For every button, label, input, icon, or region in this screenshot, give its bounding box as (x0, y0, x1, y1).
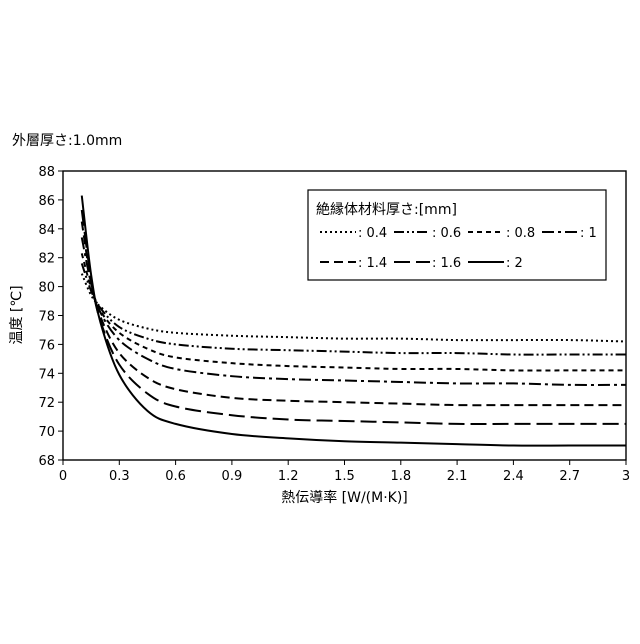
y-tick-label: 80 (38, 281, 55, 296)
y-tick-label: 76 (38, 338, 55, 353)
y-tick-label: 74 (38, 367, 55, 382)
legend: 絶縁体材料厚さ:[mm] : 0.4 : 0.6 : 0.8 : 1 : 1.4 : 1.… (308, 190, 606, 280)
x-tick-label: 0 (59, 469, 67, 484)
x-tick-label: 1.2 (278, 469, 299, 484)
y-tick-label: 84 (38, 223, 55, 238)
x-tick-label: 0.9 (222, 469, 243, 484)
y-tick-label: 70 (38, 425, 55, 440)
legend-label: : 1.4 (358, 256, 387, 271)
x-tick-label: 2.7 (559, 469, 580, 484)
series-line-1 (82, 274, 626, 342)
y-tick-label: 86 (38, 194, 55, 209)
y-tick-label: 68 (38, 454, 55, 469)
legend-label: : 1 (580, 226, 597, 241)
legend-label: : 0.6 (432, 226, 461, 241)
x-tick-label: 2.4 (503, 469, 524, 484)
x-tick-label: 1.5 (334, 469, 355, 484)
y-tick-label: 88 (38, 165, 55, 180)
legend-label: : 0.8 (506, 226, 535, 241)
legend-label: : 1.6 (432, 256, 461, 271)
y-tick-label: 72 (38, 396, 55, 411)
x-axis-label: 熱伝導率 [W/(M·K)] (281, 489, 408, 506)
y-tick-label: 78 (38, 310, 55, 325)
x-tick-label: 0.3 (109, 469, 130, 484)
legend-title: 絶縁体材料厚さ:[mm] (316, 202, 457, 218)
legend-label: : 2 (506, 256, 523, 271)
x-tick-label: 0.6 (165, 469, 186, 484)
y-axis-label: 温度 [℃] (9, 285, 25, 344)
x-tick-label: 1.8 (390, 469, 411, 484)
legend-label: : 0.4 (358, 226, 387, 241)
x-tick-label: 3 (622, 469, 630, 484)
x-tick-label: 2.1 (447, 469, 468, 484)
y-tick-label: 82 (38, 252, 55, 267)
outer-layer-note: 外層厚さ:1.0mm (12, 133, 122, 149)
